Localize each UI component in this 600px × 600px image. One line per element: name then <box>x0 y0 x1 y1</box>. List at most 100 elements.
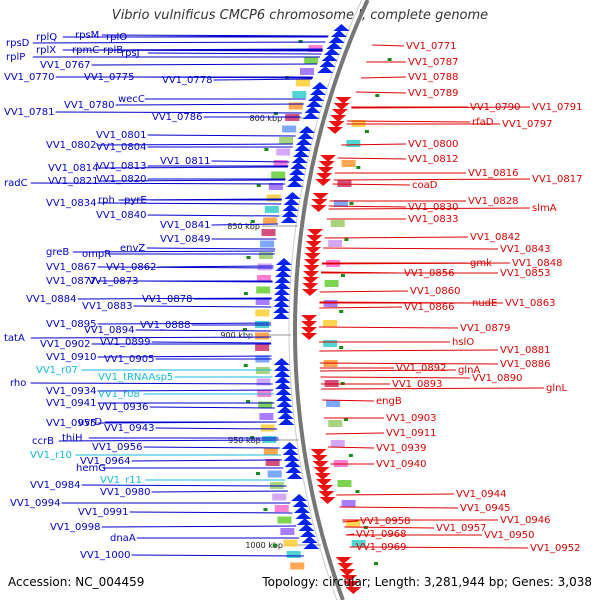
feature-block <box>259 413 274 420</box>
gene-label-vv1-0878: VV1_0878 <box>142 294 193 305</box>
cog-tick <box>355 490 360 493</box>
minus-strand-arrow <box>302 283 319 290</box>
gene-label-vv1-0820: VV1_0820 <box>96 174 147 185</box>
leader-line <box>328 207 531 210</box>
cog-tick <box>256 184 261 187</box>
leader-line <box>99 179 286 182</box>
gene-label-vv1-0802: VV1_0802 <box>46 140 97 151</box>
plus-strand-arrow <box>273 364 290 371</box>
gene-label-vv1-0848: VV1_0848 <box>512 258 563 269</box>
feature-block <box>274 505 289 512</box>
gene-label-vv1-0899: VV1_0899 <box>100 337 151 348</box>
plus-strand-arrow <box>298 126 315 133</box>
leader-line <box>322 399 375 402</box>
cog-tick <box>356 166 361 169</box>
cog-tick <box>341 274 345 277</box>
leader-line <box>336 493 455 496</box>
gene-label-vv1-0980: VV1_0980 <box>100 487 151 498</box>
leader-line <box>323 247 499 250</box>
feature-block <box>351 540 366 547</box>
minus-strand-arrow <box>301 327 317 334</box>
feature-block <box>290 562 305 570</box>
scale-label: 800 kbp <box>250 114 283 123</box>
minus-strand-arrow <box>301 333 318 340</box>
feature-block <box>263 217 278 225</box>
cog-tick <box>246 256 251 259</box>
cog-tick <box>364 130 369 133</box>
plus-strand-arrow <box>295 512 312 519</box>
leader-line <box>321 262 511 265</box>
minus-strand-arrow <box>326 127 343 134</box>
minus-strand-arrow <box>320 155 337 162</box>
gene-label-vv1-0849: VV1_0849 <box>160 234 211 245</box>
plus-strand-arrow <box>294 144 311 151</box>
cog-tick <box>375 94 380 97</box>
feature-block <box>330 440 345 447</box>
leader-line <box>341 143 407 146</box>
gene-label-vv1-0968: VV1_0968 <box>356 529 407 540</box>
gene-label-rpsj: rpsJ <box>121 48 140 59</box>
gene-label-vv1-0895: VV1_0895 <box>46 319 97 330</box>
gene-label-vv1-0833: VV1_0833 <box>408 214 459 225</box>
leader-line <box>30 336 272 339</box>
gene-label-glna: glnA <box>458 365 480 376</box>
cog-tick <box>348 454 353 457</box>
gene-label-vv1-0890: VV1_0890 <box>472 373 523 384</box>
plus-strand-arrow <box>304 106 321 113</box>
feature-block <box>286 551 301 558</box>
plus-strand-arrow <box>275 264 292 271</box>
leader-line <box>115 103 304 106</box>
plus-strand-arrow <box>321 54 338 61</box>
trna-label-vv1-r08: VV1_r08 <box>98 389 140 400</box>
trna-label-vv1-trnaasp5: VV1_tRNAAsp5 <box>98 372 173 383</box>
feature-block <box>264 206 279 213</box>
gene-label-wecc: wecC <box>118 94 145 105</box>
feature-block <box>255 332 270 340</box>
plus-strand-arrow <box>273 312 290 319</box>
cog-tick <box>344 238 349 241</box>
plus-strand-arrow <box>297 132 314 139</box>
cog-tick <box>243 364 248 367</box>
leader-line <box>147 214 280 217</box>
plus-strand-arrow <box>333 24 350 31</box>
feature-block <box>337 180 352 187</box>
plus-strand-arrow <box>282 204 299 211</box>
minus-strand-arrow <box>337 563 354 570</box>
plus-strand-arrow <box>298 524 315 531</box>
minus-strand-arrow <box>305 241 322 248</box>
gene-label-rph: rph <box>98 195 115 206</box>
feature-block <box>341 500 356 507</box>
plus-strand-arrow <box>275 270 291 277</box>
gene-label-coad: coaD <box>412 180 438 191</box>
feature-block <box>266 194 281 202</box>
gene-label-envz: envZ <box>120 243 145 254</box>
feature-block <box>333 200 348 207</box>
plus-strand-arrow <box>319 60 336 67</box>
leader-line <box>328 205 407 208</box>
plus-strand-arrow <box>275 388 292 395</box>
minus-strand-arrow <box>312 461 329 468</box>
plus-strand-arrow <box>303 542 320 549</box>
feature-block <box>258 252 273 259</box>
plus-strand-arrow <box>273 294 290 301</box>
leader-line <box>318 326 459 329</box>
gene-label-vv1-0881: VV1_0881 <box>500 345 551 356</box>
minus-strand-arrow <box>303 271 319 278</box>
leader-line <box>339 506 459 509</box>
trna-label-vv1-r07: VV1_r07 <box>36 365 78 376</box>
gene-label-vv1-0821: VV1_0821 <box>48 176 99 187</box>
trna-label-vv1-r11: VV1_r11 <box>100 475 142 486</box>
feature-block <box>272 493 287 501</box>
leader-line <box>320 369 457 372</box>
minus-strand-arrow <box>310 205 327 212</box>
cog-tick <box>243 328 248 331</box>
gene-label-ompr: ompR <box>82 249 111 260</box>
minus-strand-arrow <box>311 199 328 206</box>
plus-strand-arrow <box>291 494 308 501</box>
gene-label-slma: slmA <box>532 203 557 214</box>
gene-label-tata: tatA <box>4 333 25 344</box>
gene-label-vv1-0877: VV1_0877 <box>46 276 97 287</box>
gene-label-vv1-0956: VV1_0956 <box>92 442 143 453</box>
leader-line <box>133 305 272 308</box>
